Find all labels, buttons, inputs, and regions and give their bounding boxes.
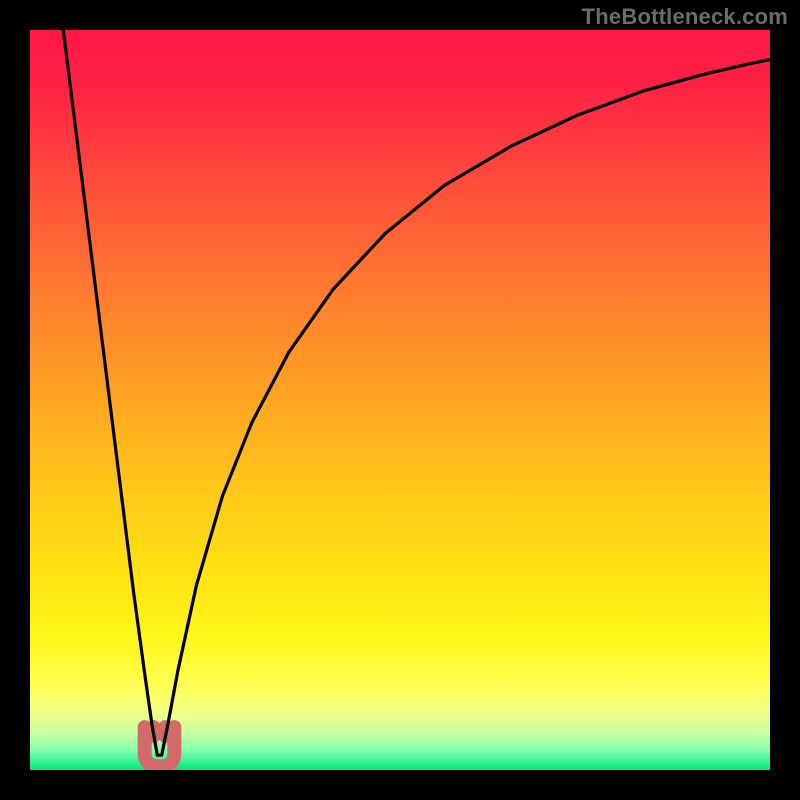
watermark-text: TheBottleneck.com — [582, 4, 788, 30]
plot-area — [30, 30, 770, 770]
bottleneck-chart-svg — [0, 0, 800, 800]
chart-container: TheBottleneck.com — [0, 0, 800, 800]
